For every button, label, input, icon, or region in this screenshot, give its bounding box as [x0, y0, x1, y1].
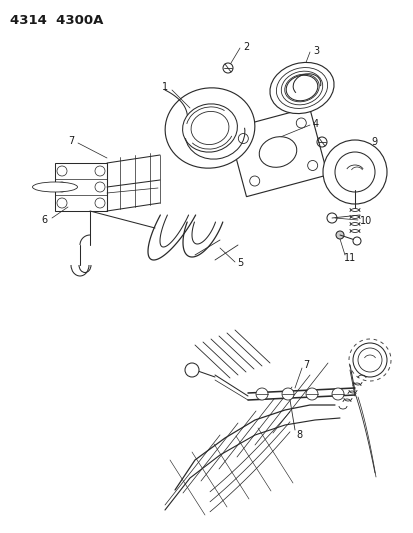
Text: 6: 6 [42, 215, 48, 225]
Circle shape [185, 363, 199, 377]
Circle shape [322, 140, 386, 204]
Ellipse shape [259, 136, 296, 167]
Circle shape [305, 388, 317, 400]
Circle shape [357, 348, 381, 372]
Ellipse shape [165, 88, 254, 168]
Text: 9: 9 [370, 137, 376, 147]
Ellipse shape [182, 104, 237, 152]
Circle shape [57, 198, 67, 208]
Circle shape [95, 198, 105, 208]
Circle shape [352, 237, 360, 245]
Ellipse shape [285, 75, 317, 101]
Circle shape [95, 166, 105, 176]
Bar [228, 107, 327, 197]
Text: 11: 11 [343, 253, 356, 263]
Circle shape [335, 231, 343, 239]
Circle shape [238, 133, 248, 143]
Text: 4: 4 [312, 119, 318, 129]
Text: 10: 10 [359, 216, 371, 226]
Text: 5: 5 [236, 258, 243, 268]
Ellipse shape [33, 182, 77, 192]
Text: 7: 7 [68, 136, 74, 146]
Ellipse shape [269, 62, 333, 114]
Circle shape [57, 166, 67, 176]
Circle shape [331, 388, 343, 400]
Circle shape [281, 388, 293, 400]
Text: 4314  4300A: 4314 4300A [10, 14, 103, 27]
Text: 7: 7 [302, 360, 309, 370]
Circle shape [352, 343, 386, 377]
Text: 8: 8 [295, 430, 301, 440]
Circle shape [307, 160, 317, 171]
Circle shape [95, 182, 105, 192]
Circle shape [296, 118, 306, 128]
Circle shape [223, 63, 233, 73]
Text: 1: 1 [161, 82, 168, 92]
Circle shape [334, 152, 374, 192]
Circle shape [249, 176, 259, 186]
Text: 3: 3 [312, 46, 318, 56]
Text: 2: 2 [242, 42, 249, 52]
Circle shape [255, 388, 267, 400]
Bar [55, 163, 107, 211]
Circle shape [57, 182, 67, 192]
